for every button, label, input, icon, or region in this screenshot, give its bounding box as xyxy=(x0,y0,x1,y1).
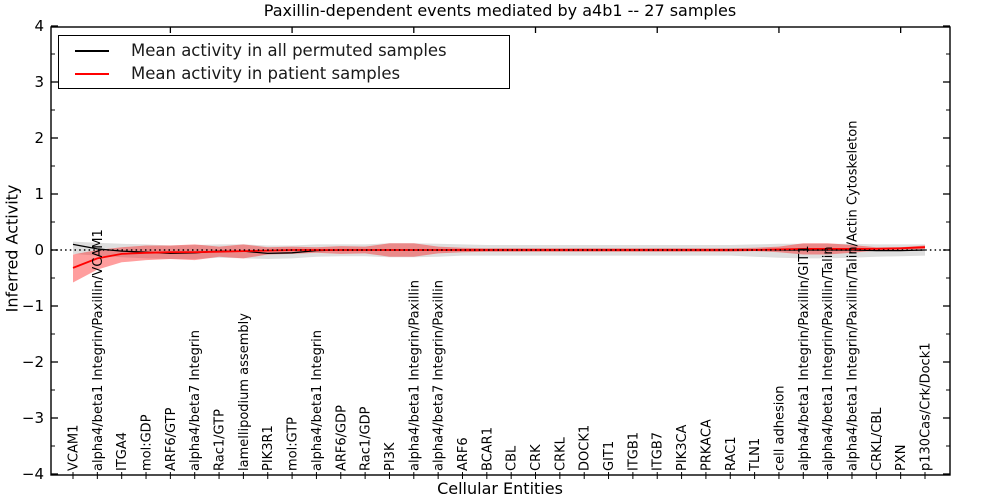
x-category-label: Rac1/GTP xyxy=(213,409,228,471)
axes-spines xyxy=(50,26,951,476)
x-category-label: ARF6/GTP xyxy=(164,407,179,471)
y-tick-label: 0 xyxy=(34,241,44,259)
y-tick-label: 2 xyxy=(34,129,44,147)
patient-line-swatch-icon xyxy=(75,72,109,75)
y-tick-label: 4 xyxy=(34,17,44,35)
legend: Mean activity in all permuted samples Me… xyxy=(58,35,510,89)
chart-title: Paxillin-dependent events mediated by a4… xyxy=(263,1,737,20)
legend-entry-permuted: Mean activity in all permuted samples xyxy=(67,39,501,62)
y-tick-label: 1 xyxy=(34,185,44,203)
x-category-label: CRKL/CBL xyxy=(870,407,885,471)
x-category-label: PIK3CA xyxy=(675,424,690,471)
y-tick-label: −1 xyxy=(22,297,44,315)
x-category-label: alpha4/beta1 Integrin/Paxillin/VCAM1 xyxy=(91,229,106,471)
y-axis-label: Inferred Activity xyxy=(2,184,22,313)
x-category-label: cell adhesion xyxy=(772,385,787,471)
legend-label-permuted: Mean activity in all permuted samples xyxy=(131,41,447,60)
x-category-label: ITGB7 xyxy=(651,432,666,471)
x-category-label: PXN xyxy=(894,445,909,471)
y-tick-label: −4 xyxy=(22,465,44,483)
y-tick-label: −3 xyxy=(22,409,44,427)
x-category-label: PIK3R1 xyxy=(261,425,276,471)
x-category-label: PRKACA xyxy=(699,419,714,471)
x-axis-label: Cellular Entities xyxy=(437,479,563,498)
x-category-label: alpha4/beta7 Integrin xyxy=(188,330,203,471)
x-category-label: alpha4/beta1 Integrin/Paxillin/Talin/Act… xyxy=(845,121,860,471)
x-category-label: alpha4/beta1 Integrin/Paxillin xyxy=(407,280,422,471)
x-category-label: alpha4/beta1 Integrin xyxy=(310,330,325,471)
x-category-label: mol:GTP xyxy=(286,417,301,471)
x-category-label: TLN1 xyxy=(748,438,763,472)
x-category-label: DOCK1 xyxy=(578,425,593,471)
x-category-label: ITGB1 xyxy=(626,432,641,471)
x-category-label: alpha4/beta1 Integrin/Paxillin/Talin xyxy=(821,246,836,471)
x-category-label: ARF6/GDP xyxy=(334,405,349,471)
x-category-label: PI3K xyxy=(383,442,398,471)
x-category-label: BCAR1 xyxy=(480,427,495,471)
x-category-label: CBL xyxy=(505,445,520,471)
x-category-label: RAC1 xyxy=(724,436,739,471)
legend-entry-patient: Mean activity in patient samples xyxy=(67,62,501,85)
legend-label-patient: Mean activity in patient samples xyxy=(131,64,401,83)
x-category-label: p130Cas/Crk/Dock1 xyxy=(919,342,934,471)
x-category-label: CRKL xyxy=(553,436,568,471)
x-category-label: alpha4/beta1 Integrin/Paxillin/GIT1 xyxy=(797,245,812,471)
x-category-label: ARF6 xyxy=(456,437,471,471)
patient-mean-line xyxy=(72,246,926,269)
y-tick-label: 3 xyxy=(34,73,44,91)
x-category-label: mol:GDP xyxy=(140,414,155,471)
x-category-label: lamellipodium assembly xyxy=(237,313,252,471)
permuted-line-swatch-icon xyxy=(75,49,109,52)
x-category-label: alpha4/beta7 Integrin/Paxillin xyxy=(432,280,447,471)
x-category-label: VCAM1 xyxy=(67,425,82,471)
x-category-label: GIT1 xyxy=(602,441,617,471)
y-tick-label: −2 xyxy=(22,353,44,371)
x-category-label: ITGA4 xyxy=(115,432,130,471)
x-category-label: Rac1/GDP xyxy=(359,406,374,471)
x-category-label: CRK xyxy=(529,444,544,471)
